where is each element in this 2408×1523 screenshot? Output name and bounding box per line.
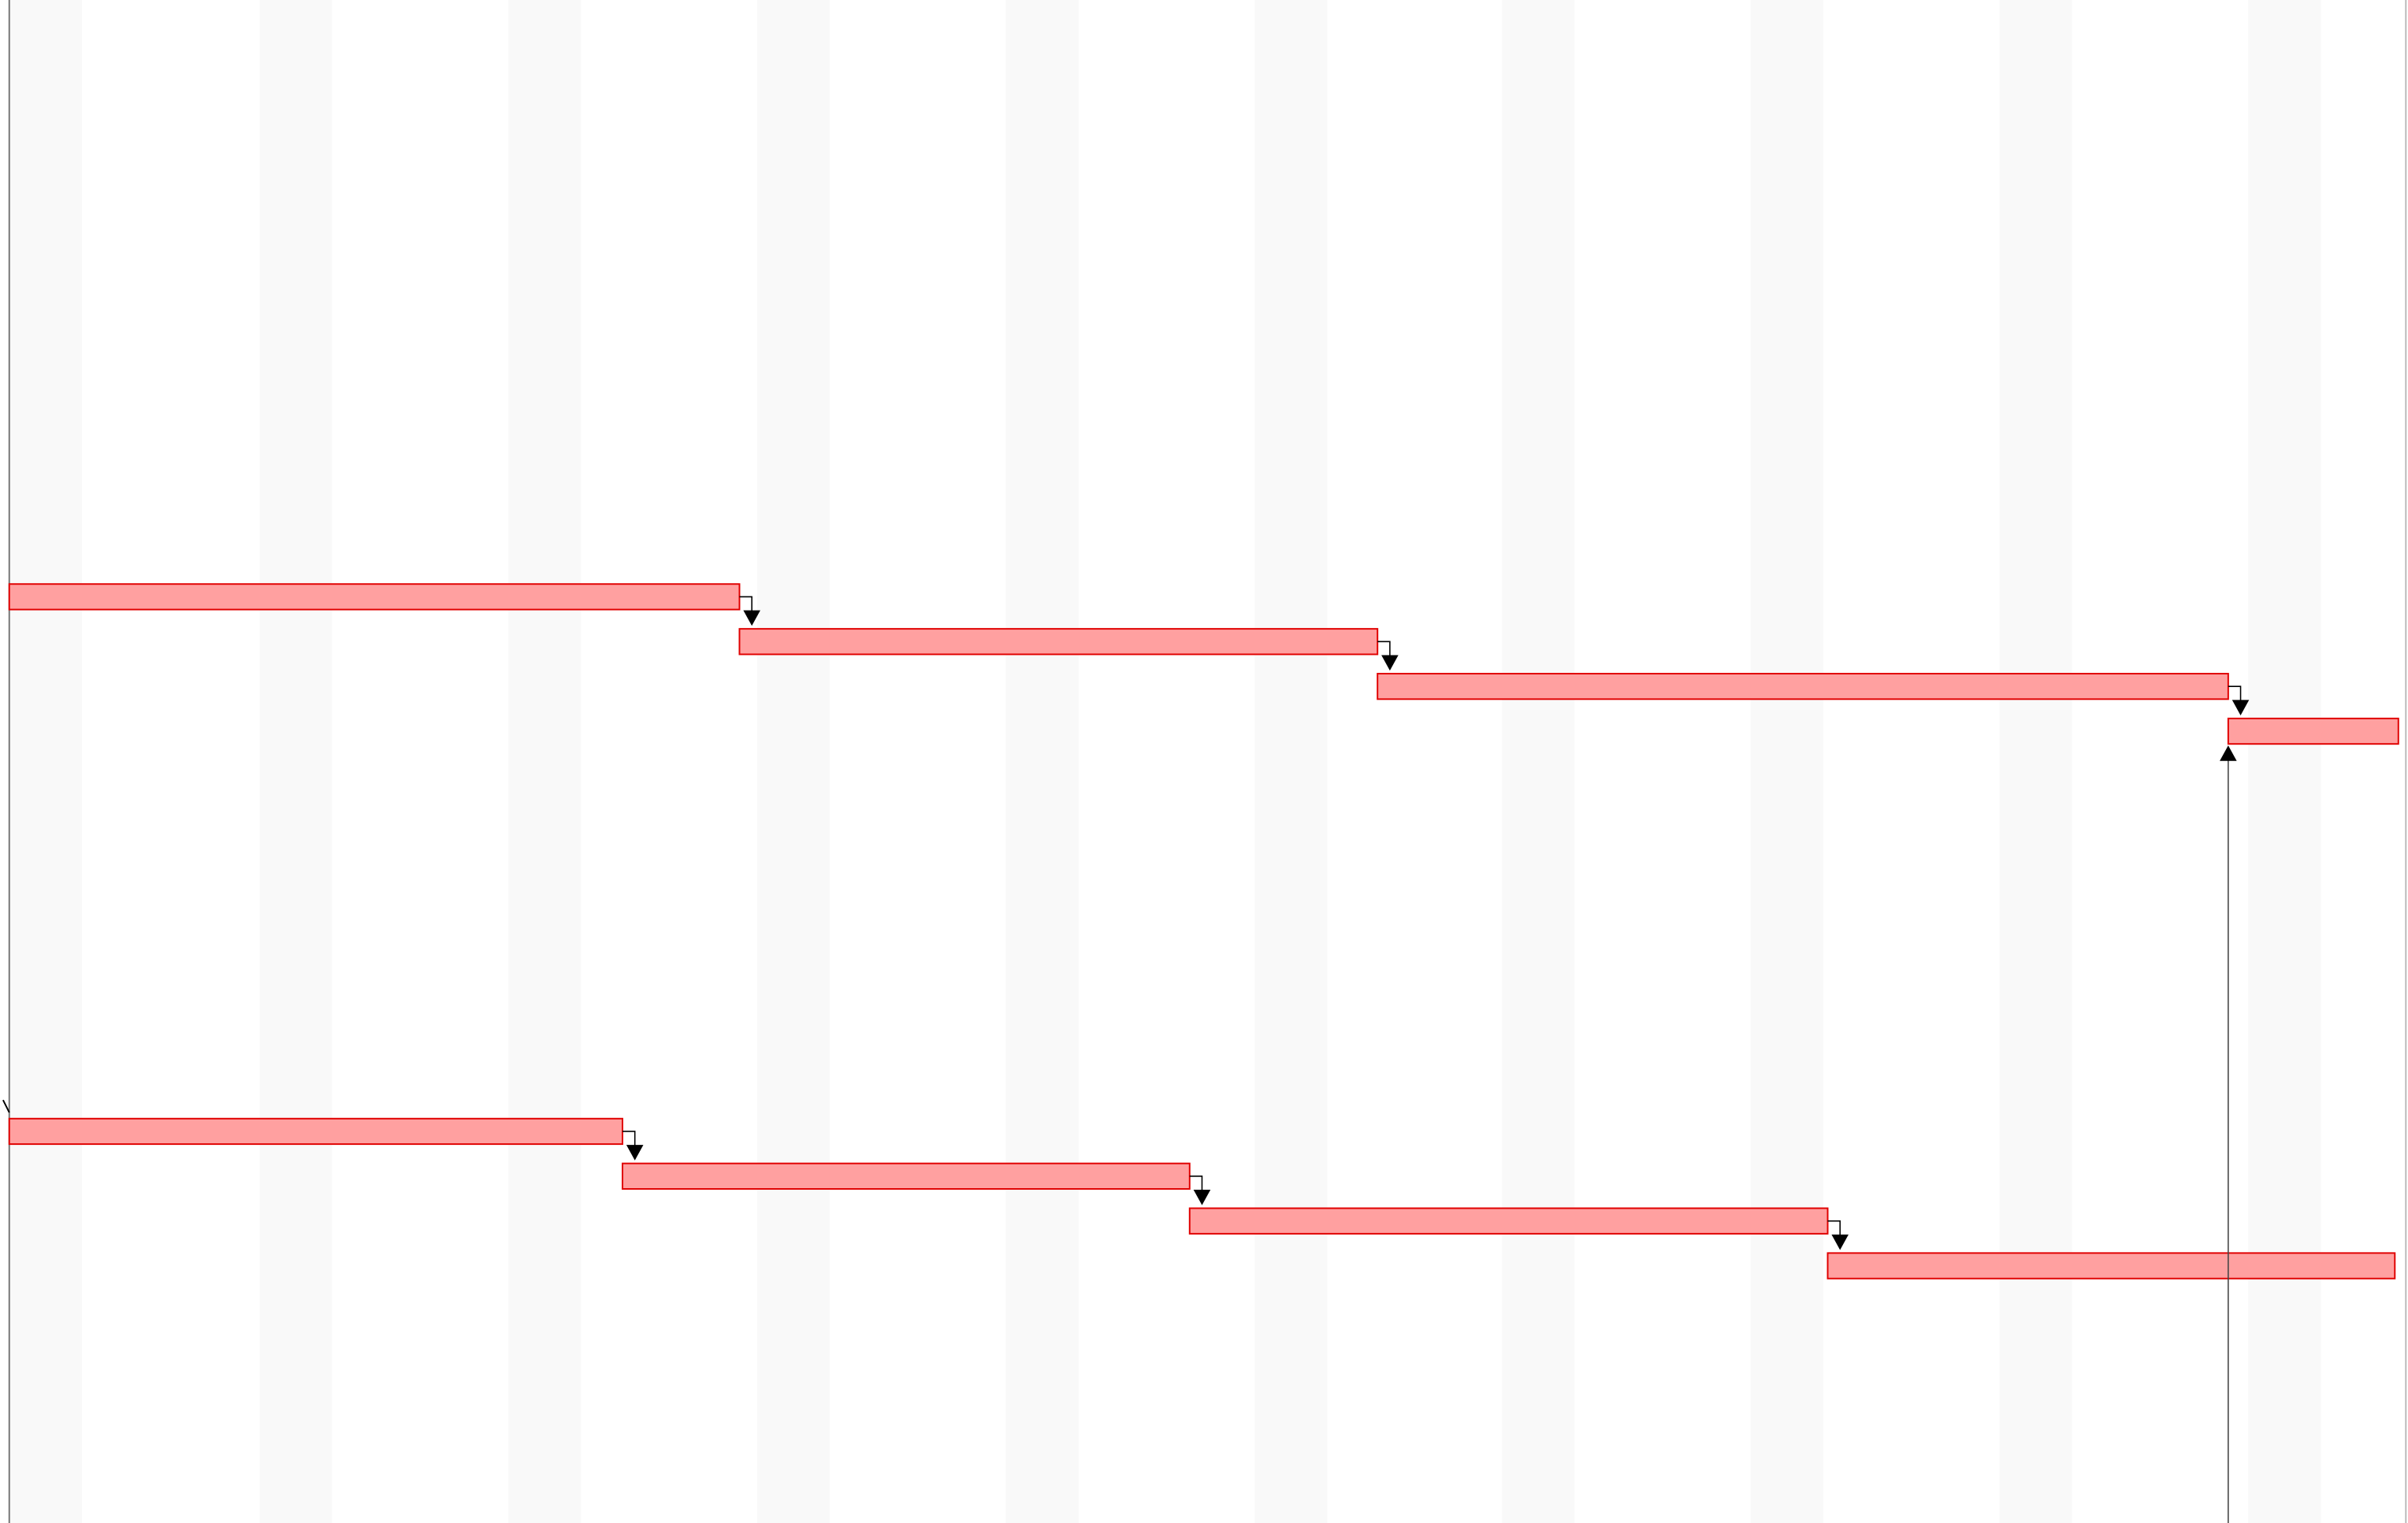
- dependency-arrow-icon: [1381, 655, 1399, 671]
- weekend-column: [9, 0, 82, 1523]
- task-bar[interactable]: [738, 628, 1379, 656]
- weekend-column: [1502, 0, 1575, 1523]
- task-bar[interactable]: [2227, 717, 2399, 745]
- task-bar[interactable]: [8, 1117, 623, 1146]
- weekend-column: [1750, 0, 1823, 1523]
- task-bar[interactable]: [1377, 673, 2229, 700]
- weekend-column: [1005, 0, 1079, 1523]
- weekend-column: [1254, 0, 1328, 1523]
- dependency-arrow-icon: [2231, 700, 2250, 715]
- dependency-arrow-icon: [1831, 1234, 1849, 1250]
- incoming-dependency-stub: [2, 1099, 10, 1113]
- dependency-arrow-icon: [626, 1145, 644, 1161]
- task-bar[interactable]: [622, 1162, 1191, 1190]
- task-bar[interactable]: [8, 583, 741, 611]
- task-bar[interactable]: [1826, 1252, 2396, 1280]
- dependency-arrow-icon: [1193, 1189, 1211, 1205]
- weekend-column: [259, 0, 333, 1523]
- weekend-column: [2248, 0, 2321, 1523]
- weekend-column: [1999, 0, 2072, 1523]
- task-bar[interactable]: [1188, 1207, 1829, 1235]
- dependency-arrow-icon: [743, 610, 760, 626]
- weekend-column: [508, 0, 582, 1523]
- weekend-column: [756, 0, 831, 1523]
- dependency-arrow-icon: [2220, 745, 2237, 761]
